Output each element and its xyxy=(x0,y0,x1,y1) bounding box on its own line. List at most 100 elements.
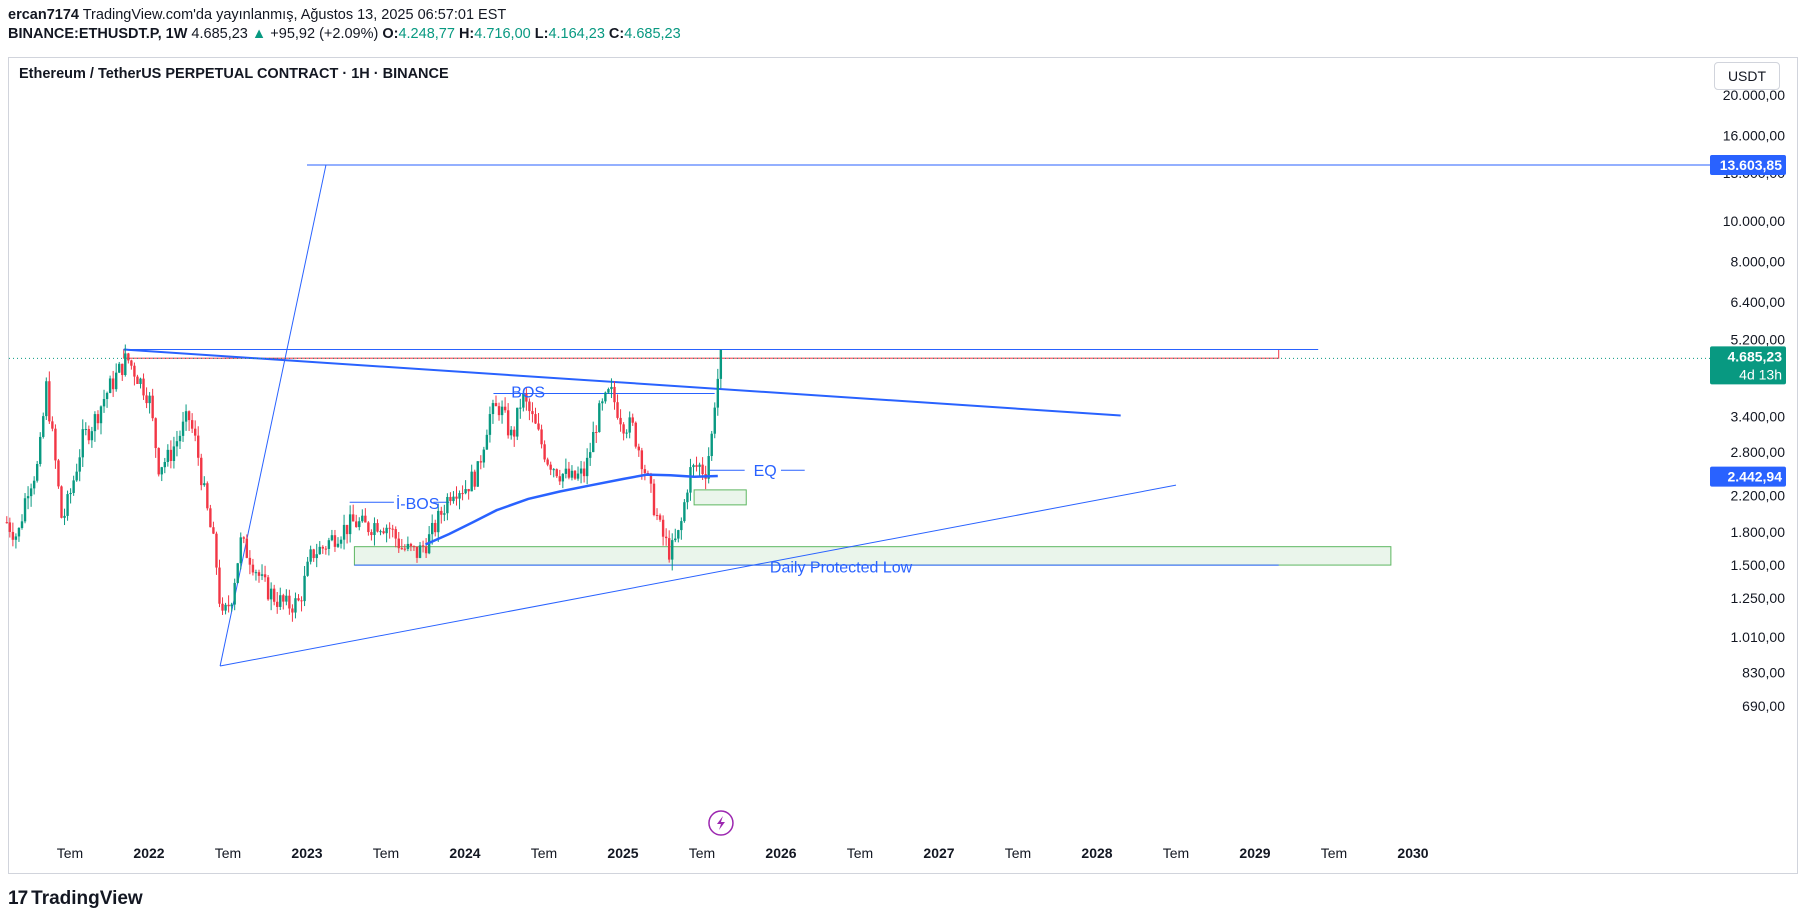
candle-down xyxy=(631,417,634,423)
candle-up xyxy=(32,480,36,489)
descending-trend-line xyxy=(123,348,1121,417)
candle-down xyxy=(321,546,324,549)
candle-down xyxy=(421,545,425,547)
candle-up xyxy=(66,494,69,516)
chart-frame[interactable] xyxy=(8,57,1798,874)
candle-down xyxy=(227,604,230,607)
candle-up xyxy=(139,378,142,384)
candle-down xyxy=(503,406,507,411)
candle-up xyxy=(102,399,106,407)
candle-up xyxy=(491,403,495,415)
annotation-label: BOS xyxy=(511,385,545,402)
candle-down xyxy=(616,402,619,418)
y-tick-label: 20.000,00 xyxy=(1723,87,1785,103)
candle-down xyxy=(11,531,15,540)
candle-down xyxy=(291,608,294,613)
currency-selector[interactable]: USDT xyxy=(1714,62,1780,90)
candle-up xyxy=(236,563,239,583)
rising-support-line xyxy=(220,484,1177,667)
candle-down xyxy=(440,510,443,515)
candle-up xyxy=(203,483,206,486)
candle-down xyxy=(403,548,407,550)
candle-down xyxy=(60,486,63,518)
candle-down xyxy=(415,546,419,558)
x-tick-label: Tem xyxy=(689,845,715,861)
candle-up xyxy=(342,524,346,540)
candle-up xyxy=(674,538,677,541)
candle-down xyxy=(48,381,51,422)
x-tick-label: Tem xyxy=(1005,845,1031,861)
candle-up xyxy=(42,416,45,437)
candle-up xyxy=(443,513,446,515)
drawings-layer xyxy=(123,164,1780,667)
last-price: 4.685,23 xyxy=(191,26,248,42)
candle-down xyxy=(154,418,157,449)
candle-up xyxy=(114,372,118,390)
candle-down xyxy=(394,529,397,539)
y-tick-label: 1.500,00 xyxy=(1731,557,1786,573)
candle-up xyxy=(680,521,683,531)
price-axis: 20.000,0016.000,0013.000,0010.000,008.00… xyxy=(1723,87,1786,714)
candle-up xyxy=(184,411,188,422)
candle-down xyxy=(157,448,160,475)
candle-down xyxy=(549,464,552,470)
candle-down xyxy=(622,424,625,434)
candle-up xyxy=(592,431,595,453)
candle-up xyxy=(458,493,461,499)
x-tick-label: 2027 xyxy=(923,845,954,861)
candle-down xyxy=(449,496,452,502)
candle-down xyxy=(424,546,428,554)
candle-up xyxy=(522,393,525,408)
candle-up xyxy=(118,363,121,373)
candle-up xyxy=(17,527,21,537)
high-label: H: xyxy=(458,26,475,42)
candle-down xyxy=(206,483,209,509)
candle-up xyxy=(683,502,686,522)
candle-down xyxy=(667,538,671,560)
candle-up xyxy=(470,471,473,492)
y-tick-label: 5.200,00 xyxy=(1731,331,1786,347)
candle-up xyxy=(269,588,273,600)
candle-up xyxy=(294,598,297,613)
candle-down xyxy=(187,411,191,421)
header: ercan7174 TradingView.com'da yayınlanmış… xyxy=(8,6,681,44)
y-tick-label: 2.800,00 xyxy=(1731,444,1786,460)
y-tick-label: 1.250,00 xyxy=(1731,590,1786,606)
candle-up xyxy=(339,539,343,544)
candle-up xyxy=(81,429,84,458)
candle-down xyxy=(376,523,379,532)
price-tag-label: 2.442,94 xyxy=(1728,469,1783,485)
candle-up xyxy=(406,543,410,549)
candle-up xyxy=(437,510,440,533)
candle-up xyxy=(175,441,179,447)
candle-down xyxy=(169,449,173,461)
candle-up xyxy=(379,531,382,533)
candle-up xyxy=(452,496,455,502)
candle-down xyxy=(412,546,416,548)
candle-down xyxy=(351,514,355,522)
price-tag-label: 4.685,23 xyxy=(1728,348,1783,364)
tradingview-logo-text: TradingView xyxy=(31,888,143,909)
price-change: +95,92 (+2.09%) xyxy=(270,26,379,42)
tradingview-logo[interactable]: 17 TradingView xyxy=(8,888,143,910)
candle-down xyxy=(531,411,534,415)
candle-up xyxy=(604,392,607,402)
candle-down xyxy=(634,422,637,447)
candle-up xyxy=(178,435,182,442)
candle-up xyxy=(69,492,72,495)
author-name[interactable]: ercan7174 xyxy=(8,7,79,23)
candle-down xyxy=(528,401,531,412)
candle-down xyxy=(534,414,537,424)
candle-up xyxy=(75,471,78,481)
candle-down xyxy=(190,420,194,429)
open-label: O: xyxy=(382,26,399,42)
x-tick-label: 2023 xyxy=(291,845,322,861)
candle-up xyxy=(509,429,513,436)
candle-up xyxy=(279,595,282,607)
candle-down xyxy=(637,446,640,451)
annotation-label: Daily Protected Low xyxy=(770,560,913,577)
price-tag xyxy=(1710,466,1786,487)
candle-up xyxy=(361,515,364,522)
candle-up xyxy=(689,467,692,493)
